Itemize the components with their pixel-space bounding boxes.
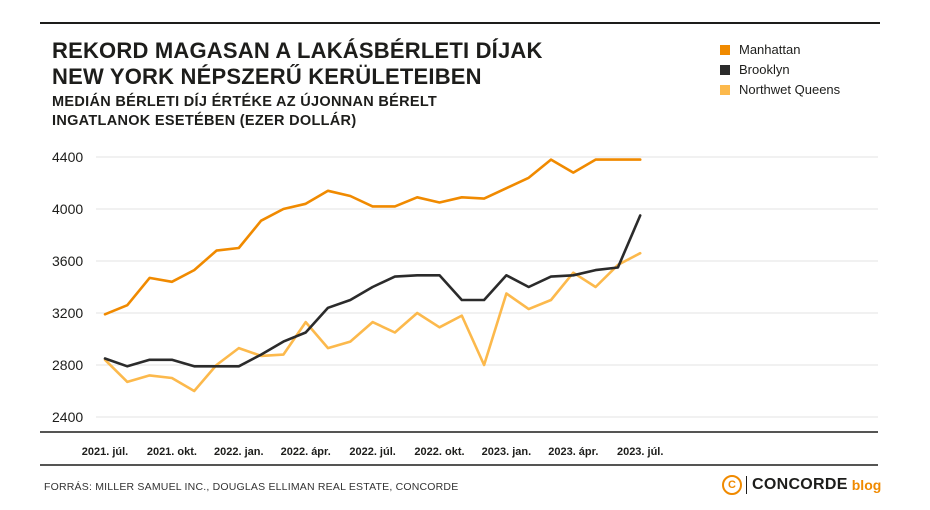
copyright-c-icon: C — [722, 475, 742, 495]
chart-title-line-2: NEW YORK NÉPSZERŰ KERÜLETEIBEN — [52, 64, 482, 89]
legend-item-queens: Northwet Queens — [720, 80, 840, 100]
legend-label-brooklyn: Brooklyn — [739, 62, 790, 77]
legend-label-queens: Northwet Queens — [739, 82, 841, 97]
y-tick-label-3600: 3600 — [52, 253, 83, 269]
source-note: FORRÁS: MILLER SAMUEL INC., DOUGLAS ELLI… — [44, 481, 459, 493]
brand-name: CONCORDE — [752, 476, 848, 493]
chart-title-line-1: REKORD MAGASAN A LAKÁSBÉRLETI DÍJAK — [52, 38, 543, 63]
legend-item-brooklyn: Brooklyn — [720, 60, 840, 80]
chart-legend: Manhattan Brooklyn Northwet Queens — [720, 40, 840, 100]
brand-suffix: blog — [851, 477, 882, 493]
legend-item-manhattan: Manhattan — [720, 40, 840, 60]
top-rule — [40, 22, 880, 24]
x-tick-label: 2021. júl. — [82, 446, 128, 458]
x-tick-label: 2021. okt. — [147, 446, 197, 458]
chart-subtitle: MEDIÁN BÉRLETI DÍJ ÉRTÉKE AZ ÚJONNAN BÉR… — [52, 93, 437, 131]
series-line-brooklyn — [103, 214, 642, 368]
y-tick-label-4000: 4000 — [52, 201, 83, 217]
legend-swatch-queens — [720, 85, 730, 95]
x-tick-label: 2023. jan. — [482, 446, 532, 458]
legend-swatch-brooklyn — [720, 65, 730, 75]
x-tick-label: 2023. júl. — [617, 446, 663, 458]
brand-logo: C CONCORDE blog — [722, 475, 881, 495]
series-line-northwet-queens — [103, 251, 642, 393]
chart-title: REKORD MAGASAN A LAKÁSBÉRLETI DÍJAK NEW … — [52, 38, 543, 90]
legend-swatch-manhattan — [720, 45, 730, 55]
x-tick-label: 2022. okt. — [414, 446, 464, 458]
y-tick-label-4400: 4400 — [52, 149, 83, 165]
brand-separator — [746, 476, 747, 494]
legend-label-manhattan: Manhattan — [739, 42, 801, 57]
x-tick-label: 2022. ápr. — [281, 446, 331, 458]
y-tick-label-2800: 2800 — [52, 357, 83, 373]
x-tick-label: 2023. ápr. — [548, 446, 598, 458]
y-tick-label-3200: 3200 — [52, 305, 83, 321]
y-tick-label-2400: 2400 — [52, 409, 83, 425]
x-tick-label: 2022. júl. — [349, 446, 395, 458]
chart-subtitle-line-2: INGATLANOK ESETÉBEN (EZER DOLLÁR) — [52, 113, 357, 129]
x-tick-label: 2022. jan. — [214, 446, 264, 458]
series-line-manhattan — [103, 158, 642, 316]
chart-subtitle-line-1: MEDIÁN BÉRLETI DÍJ ÉRTÉKE AZ ÚJONNAN BÉR… — [52, 94, 438, 110]
